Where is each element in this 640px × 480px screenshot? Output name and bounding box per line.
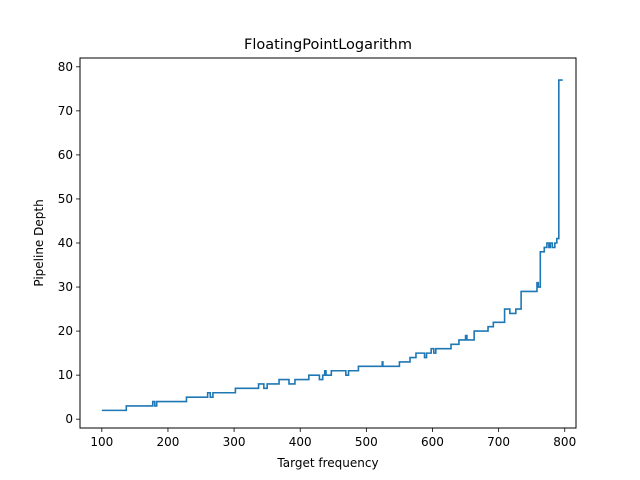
y-axis-ticks: 0 10 20 30 40 50 60 70 80 — [58, 60, 80, 426]
chart-title: FloatingPointLogarithm — [244, 37, 412, 53]
x-tick-label: 400 — [289, 435, 312, 449]
y-tick-label: 30 — [58, 280, 73, 294]
y-axis-label: Pipeline Depth — [32, 199, 46, 286]
plot-area — [101, 79, 563, 412]
y-tick-label: 50 — [58, 192, 73, 206]
x-axis-ticks: 100 200 300 400 500 600 700 800 — [90, 428, 576, 449]
x-tick-label: 500 — [355, 435, 378, 449]
y-tick-label: 20 — [58, 324, 73, 338]
y-tick-label: 10 — [58, 368, 73, 382]
x-tick-label: 600 — [421, 435, 444, 449]
y-tick-label: 40 — [58, 236, 73, 250]
axes-frame — [79, 57, 577, 429]
series-line — [101, 79, 563, 412]
x-tick-label: 200 — [157, 435, 180, 449]
x-tick-label: 700 — [487, 435, 510, 449]
y-tick-label: 70 — [58, 104, 73, 118]
x-tick-label: 300 — [223, 435, 246, 449]
y-tick-label: 80 — [58, 60, 73, 74]
y-tick-label: 0 — [65, 412, 73, 426]
x-axis-label: Target frequency — [276, 456, 378, 470]
x-tick-label: 800 — [553, 435, 576, 449]
y-tick-label: 60 — [58, 148, 73, 162]
x-tick-label: 100 — [90, 435, 113, 449]
